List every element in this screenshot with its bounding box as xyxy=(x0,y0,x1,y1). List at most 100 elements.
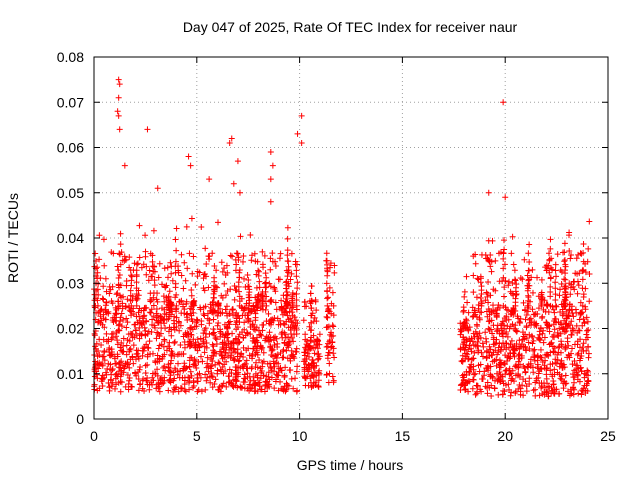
data-point xyxy=(273,335,280,342)
data-point xyxy=(562,302,569,309)
data-point xyxy=(199,358,206,365)
data-point xyxy=(500,302,507,309)
data-point xyxy=(236,293,243,300)
data-point xyxy=(543,301,550,308)
data-point xyxy=(93,340,100,347)
data-point xyxy=(516,382,523,389)
data-point xyxy=(282,334,289,341)
data-point xyxy=(538,289,545,296)
data-point xyxy=(202,371,209,378)
data-point xyxy=(201,312,208,319)
data-point xyxy=(568,318,575,325)
data-point xyxy=(546,328,553,335)
data-point xyxy=(96,351,103,358)
data-point xyxy=(267,365,274,372)
data-point xyxy=(551,366,558,373)
data-point xyxy=(470,366,477,373)
data-point xyxy=(143,341,150,348)
data-point xyxy=(568,281,575,288)
data-point xyxy=(204,374,211,381)
data-point xyxy=(559,312,566,319)
data-point xyxy=(544,351,551,358)
data-point xyxy=(187,354,194,361)
data-point xyxy=(570,374,577,381)
data-point xyxy=(330,377,337,384)
data-point xyxy=(586,218,593,225)
data-point xyxy=(162,325,169,332)
data-point xyxy=(198,388,205,395)
data-point xyxy=(265,337,272,344)
data-point xyxy=(97,320,104,327)
data-point xyxy=(285,269,292,276)
data-point xyxy=(552,285,559,292)
data-point xyxy=(206,320,213,327)
data-point xyxy=(203,330,210,337)
data-point xyxy=(479,353,486,360)
data-point xyxy=(268,298,275,305)
data-point xyxy=(172,258,179,265)
data-point xyxy=(323,343,330,350)
data-point xyxy=(105,308,112,315)
data-point xyxy=(526,241,533,248)
data-point xyxy=(293,302,300,309)
data-point xyxy=(312,344,319,351)
data-point xyxy=(149,316,156,323)
data-point xyxy=(187,338,194,345)
data-point xyxy=(139,352,146,359)
data-point xyxy=(500,360,507,367)
data-point xyxy=(520,299,527,306)
data-point xyxy=(502,194,509,201)
data-point xyxy=(246,381,253,388)
data-point xyxy=(293,345,300,352)
data-point xyxy=(315,383,322,390)
data-point xyxy=(154,358,161,365)
data-point xyxy=(212,335,219,342)
data-point xyxy=(195,386,202,393)
data-point xyxy=(275,360,282,367)
data-point xyxy=(225,319,232,326)
data-point xyxy=(96,232,103,239)
data-point xyxy=(565,312,572,319)
data-point xyxy=(210,298,217,305)
data-point xyxy=(143,317,150,324)
data-point xyxy=(583,331,590,338)
data-point xyxy=(477,275,484,282)
data-point xyxy=(504,333,511,340)
data-point xyxy=(504,358,511,365)
data-point xyxy=(324,265,331,272)
data-point xyxy=(236,338,243,345)
data-point xyxy=(518,355,525,362)
data-point xyxy=(128,312,135,319)
data-point xyxy=(556,292,563,299)
data-point xyxy=(530,387,537,394)
data-point xyxy=(560,361,567,368)
data-point xyxy=(547,349,554,356)
data-point xyxy=(190,298,197,305)
data-point xyxy=(244,312,251,319)
data-point xyxy=(226,310,233,317)
data-point xyxy=(566,232,573,239)
data-point xyxy=(234,350,241,357)
data-point xyxy=(193,316,200,323)
data-point xyxy=(203,261,210,268)
data-point xyxy=(149,273,156,280)
data-point xyxy=(266,360,273,367)
data-point xyxy=(207,379,214,386)
data-point xyxy=(462,379,469,386)
data-point xyxy=(125,381,132,388)
data-point xyxy=(182,365,189,372)
data-point xyxy=(215,320,222,327)
data-point xyxy=(552,291,559,298)
data-point xyxy=(114,263,121,270)
data-point xyxy=(106,351,113,358)
data-point xyxy=(133,302,140,309)
data-point xyxy=(291,314,298,321)
data-point xyxy=(133,279,140,286)
data-point xyxy=(107,352,114,359)
data-point xyxy=(494,327,501,334)
data-point xyxy=(205,284,212,291)
data-point xyxy=(210,316,217,323)
data-point xyxy=(189,270,196,277)
data-point xyxy=(181,377,188,384)
data-point xyxy=(543,319,550,326)
